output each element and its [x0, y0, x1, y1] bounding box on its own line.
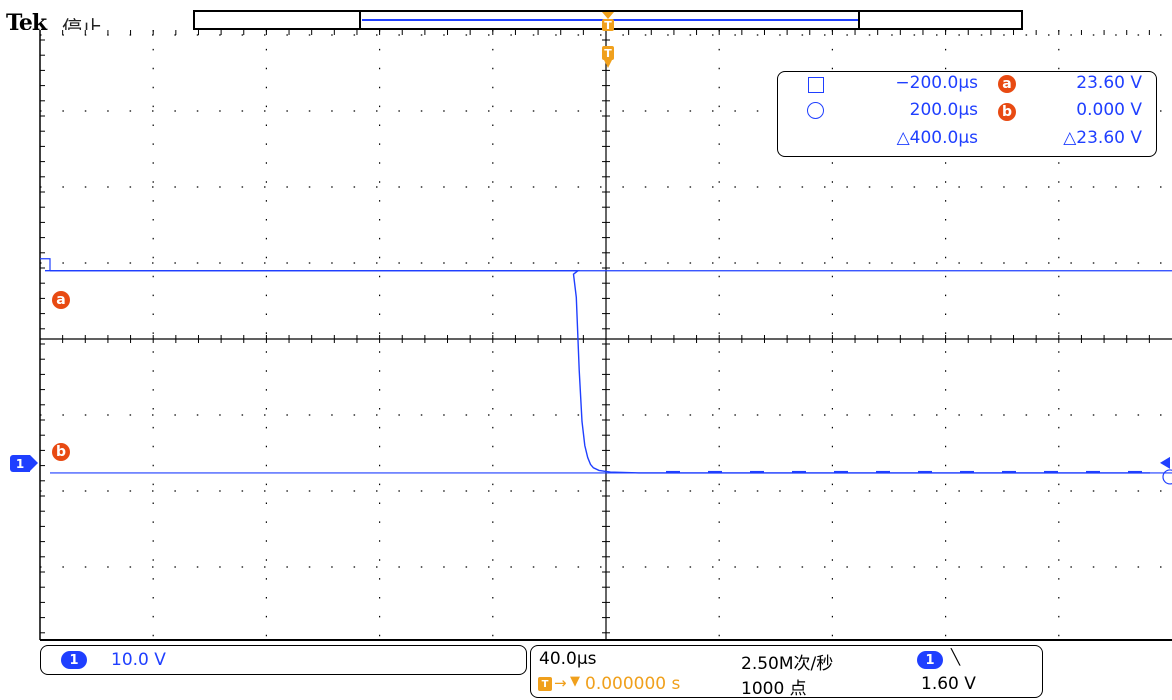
trigger-level: 1.60 V: [921, 674, 976, 694]
trigger-icon: T: [538, 677, 552, 691]
record-length: 1000 点: [741, 679, 807, 699]
circle-icon: [807, 102, 824, 119]
channel1-marker[interactable]: 1: [10, 455, 30, 472]
graticule-grid: [39, 30, 1172, 641]
offscreen-circle-marker: [1162, 469, 1172, 485]
horizontal-scale: 40.0µs: [539, 649, 597, 669]
trigger-position-marker[interactable]: T T: [598, 10, 618, 70]
arrow-right-icon: →: [554, 674, 567, 692]
readout-a-badge-label: a: [1002, 76, 1012, 92]
triangle-down-icon: ▼: [570, 674, 580, 689]
cursor-b-volts: 0.000 V: [1076, 100, 1142, 120]
trigger-source-label: 1: [925, 652, 935, 668]
square-icon: [808, 77, 824, 93]
ch1-trace: [45, 270, 1150, 474]
cursor-a-marker-label: a: [56, 292, 66, 308]
trigger-slope-icon: ╲: [951, 648, 961, 666]
trigger-source-pill: 1: [917, 651, 943, 669]
trigger-label: T: [604, 47, 612, 60]
cursor-readout: −200.0µs 200.0µs △400.0µs a b 23.60 V 0.…: [777, 71, 1157, 157]
offscreen-arrow-marker: [1160, 456, 1170, 469]
cursor-a-time: −200.0µs: [895, 73, 978, 93]
readout-b-badge-label: b: [1001, 104, 1013, 120]
cursor-delta-time: △400.0µs: [896, 128, 978, 148]
cursor-a-volts: 23.60 V: [1076, 73, 1142, 93]
channel1-pill: 1: [61, 651, 87, 669]
channel1-marker-label: 1: [15, 456, 25, 471]
channel1-scale: 10.0 V: [111, 650, 166, 670]
channel1-readout[interactable]: 1 10.0 V: [40, 645, 527, 675]
readout-b-badge: b: [998, 103, 1016, 121]
readout-a-badge: a: [998, 75, 1016, 93]
trigger-position: 0.000000 s: [585, 674, 681, 694]
cursor-a-marker[interactable]: a: [52, 291, 70, 309]
cursor-delta-volts: △23.60 V: [1063, 128, 1142, 148]
trigger-label-top: T: [604, 19, 612, 32]
waveform-trace: [45, 270, 1150, 474]
cursor-b-marker[interactable]: b: [52, 443, 70, 461]
markers: [1160, 456, 1172, 485]
trace-start-bracket: [40, 258, 51, 271]
sample-rate: 2.50M次/秒: [741, 654, 834, 674]
channel1-pill-label: 1: [69, 652, 79, 668]
channel1-marker-arrow: [30, 455, 38, 471]
timebase-readout[interactable]: 40.0µs T → ▼ 0.000000 s 2.50M次/秒 1000 点 …: [530, 645, 1043, 699]
cursor-b-time: 200.0µs: [909, 100, 978, 120]
cursor-b-marker-label: b: [55, 444, 67, 460]
